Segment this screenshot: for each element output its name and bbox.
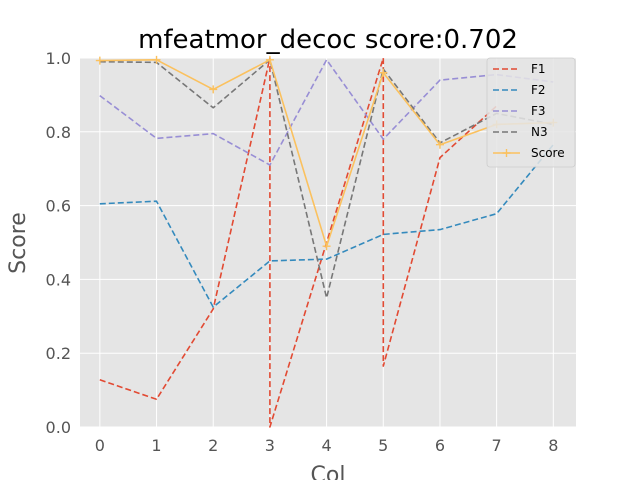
y-axis-label: Score xyxy=(6,212,31,274)
series-line-f3 xyxy=(99,58,554,166)
x-tick-label: 6 xyxy=(435,436,445,455)
data-point xyxy=(209,85,218,94)
x-tick-label: 1 xyxy=(151,436,161,455)
legend-item-score[interactable]: Score xyxy=(493,146,565,160)
legend[interactable]: F1 F2 F3 N3 Score xyxy=(486,57,576,168)
x-tick-label: 2 xyxy=(208,436,218,455)
series-line-f1 xyxy=(99,57,498,428)
legend-item-f2[interactable]: F2 xyxy=(493,83,546,97)
x-tick-label: 3 xyxy=(265,436,275,455)
series-line-n3 xyxy=(99,58,554,299)
x-tick-label: 0 xyxy=(95,436,105,455)
legend-item-n3[interactable]: N3 xyxy=(493,125,548,139)
legend-label: Score xyxy=(531,146,565,160)
y-tick-label: 0.0 xyxy=(46,418,71,437)
series xyxy=(95,55,558,428)
x-tick-label: 4 xyxy=(321,436,331,455)
x-tick-label: 7 xyxy=(492,436,502,455)
legend-label: N3 xyxy=(531,125,548,139)
x-tick-label: 5 xyxy=(378,436,388,455)
y-tick-label: 1.0 xyxy=(46,49,71,68)
y-tick-label: 0.2 xyxy=(46,344,71,363)
y-tick-label: 0.4 xyxy=(46,270,71,289)
series-f3 xyxy=(99,58,554,166)
chart-title: mfeatmor_decoc score:0.702 xyxy=(138,25,518,55)
y-tick-label: 0.6 xyxy=(46,197,71,216)
series-f1 xyxy=(99,57,498,428)
series-line-f2 xyxy=(99,144,554,308)
x-tick-label: 8 xyxy=(548,436,558,455)
data-point xyxy=(322,242,331,251)
tick-labels: 0 1 2 3 4 5 6 7 8 0.0 0.2 0.4 0.6 0.8 1.0 xyxy=(46,49,559,455)
legend-marker xyxy=(502,149,511,157)
data-point xyxy=(95,56,104,65)
data-point xyxy=(152,55,161,64)
grid xyxy=(80,57,576,428)
legend-label: F2 xyxy=(531,83,546,97)
data-point xyxy=(379,68,388,77)
legend-item-f3[interactable]: F3 xyxy=(493,104,546,118)
x-axis-label: Col xyxy=(311,463,346,480)
series-score xyxy=(95,55,558,251)
legend-label: F3 xyxy=(531,104,546,118)
y-tick-label: 0.8 xyxy=(46,123,71,142)
legend-box xyxy=(486,57,576,168)
legend-item-f1[interactable]: F1 xyxy=(493,62,546,76)
series-f2 xyxy=(99,144,554,308)
data-point xyxy=(435,140,444,149)
series-n3 xyxy=(99,58,554,299)
data-point xyxy=(265,55,274,64)
legend-label: F1 xyxy=(531,62,546,76)
